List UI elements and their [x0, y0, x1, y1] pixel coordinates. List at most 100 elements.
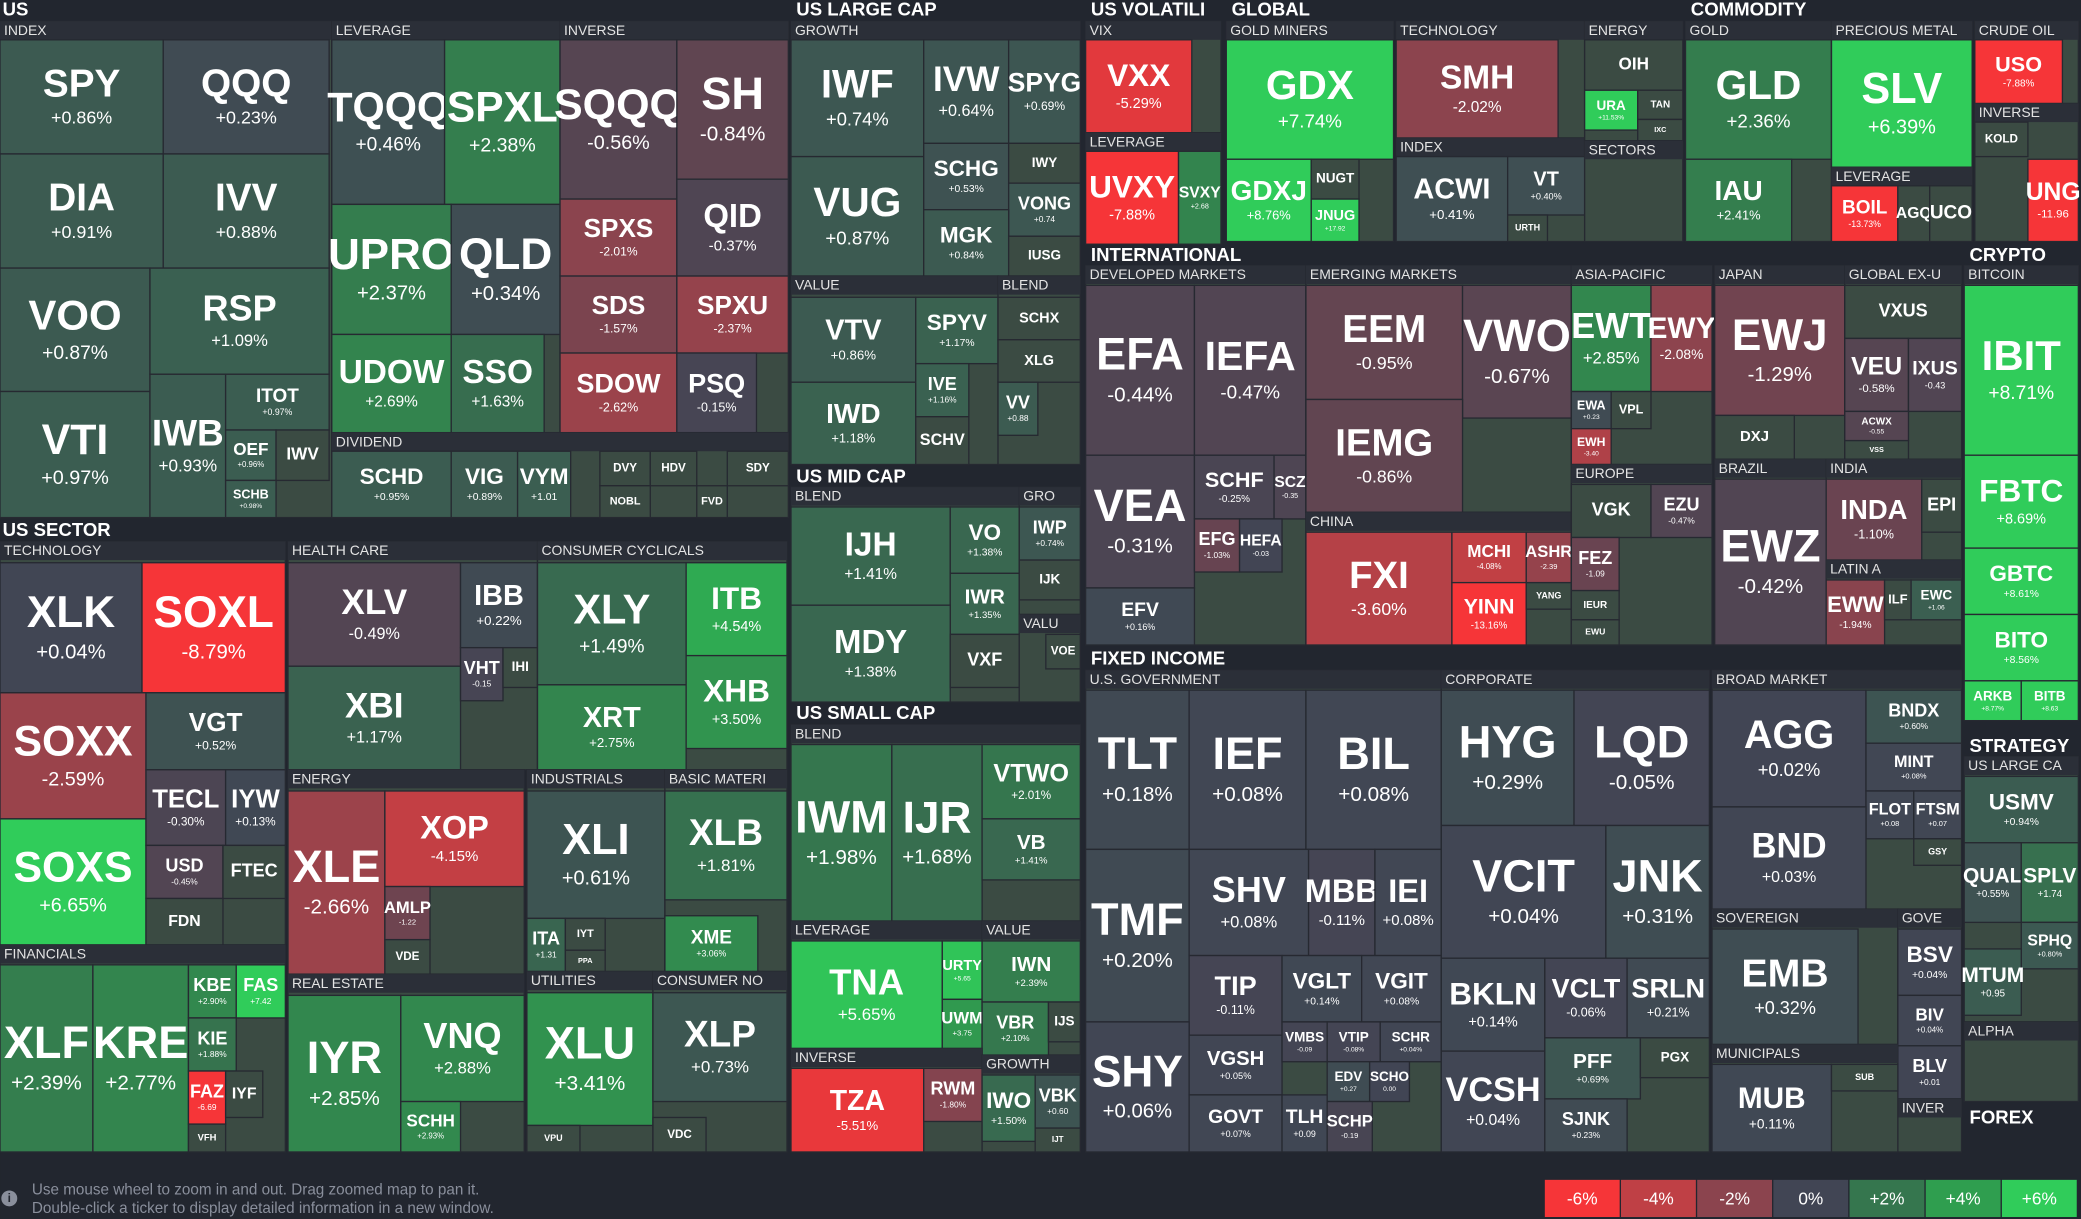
ticker-tile[interactable] — [149, 373, 227, 519]
ticker-tile[interactable] — [1544, 1098, 1628, 1153]
ticker-tile[interactable] — [1711, 1063, 1833, 1153]
ticker-tile[interactable] — [331, 450, 452, 519]
ticker-tile[interactable] — [790, 506, 951, 606]
ticker-tile[interactable] — [1281, 954, 1363, 1023]
ticker-tile[interactable] — [0, 692, 147, 820]
ticker-tile[interactable] — [1921, 478, 1963, 533]
ticker-tile[interactable] — [1084, 454, 1196, 589]
ticker-tile[interactable] — [450, 203, 561, 336]
ticker-tile[interactable] — [790, 39, 925, 158]
ticker-tile[interactable] — [287, 665, 462, 771]
ticker-tile[interactable] — [1830, 39, 1973, 168]
ticker-tile[interactable] — [949, 633, 1020, 689]
ticker-tile[interactable] — [891, 743, 983, 922]
ticker-tile[interactable] — [1865, 689, 1963, 744]
ticker-tile[interactable] — [400, 994, 525, 1103]
ticker-tile[interactable] — [1395, 155, 1509, 243]
ticker-tile[interactable] — [1573, 689, 1711, 827]
ticker-tile[interactable] — [790, 604, 951, 703]
ticker-tile[interactable] — [685, 654, 788, 750]
ticker-tile[interactable] — [1714, 478, 1827, 646]
ticker-tile[interactable] — [1461, 284, 1573, 419]
ticker-tile[interactable] — [790, 1067, 925, 1153]
ticker-tile[interactable] — [1310, 158, 1360, 200]
ticker-tile[interactable] — [1583, 39, 1684, 91]
ticker-tile[interactable] — [1374, 848, 1442, 957]
ticker-tile[interactable] — [275, 429, 330, 482]
ticker-tile[interactable] — [1639, 1037, 1711, 1079]
ticker-tile[interactable] — [1897, 994, 1963, 1047]
ticker-tile[interactable] — [923, 1067, 983, 1123]
ticker-tile[interactable] — [1525, 581, 1573, 610]
ticker-tile[interactable] — [0, 964, 94, 1153]
ticker-tile[interactable] — [331, 39, 446, 206]
ticker-tile[interactable] — [1018, 506, 1081, 561]
ticker-tile[interactable] — [915, 362, 970, 418]
ticker-tile[interactable] — [92, 964, 190, 1153]
ticker-tile[interactable] — [1610, 390, 1652, 430]
ticker-tile[interactable] — [915, 296, 999, 365]
ticker-tile[interactable] — [1544, 1037, 1642, 1100]
ticker-tile[interactable] — [1570, 390, 1612, 430]
ticker-tile[interactable] — [400, 1100, 462, 1153]
ticker-tile[interactable] — [1084, 689, 1190, 851]
ticker-tile[interactable] — [187, 1123, 227, 1153]
ticker-tile[interactable] — [923, 142, 1010, 211]
ticker-tile[interactable] — [1188, 848, 1310, 957]
ticker-tile[interactable] — [559, 39, 678, 200]
ticker-tile[interactable] — [997, 339, 1081, 383]
ticker-tile[interactable] — [1714, 414, 1795, 460]
ticker-tile[interactable] — [2027, 158, 2080, 243]
ticker-tile[interactable] — [187, 1017, 237, 1072]
ticker-tile[interactable] — [1177, 150, 1222, 245]
ticker-tile[interactable] — [1913, 838, 1963, 866]
ticker-tile[interactable] — [1963, 775, 2080, 844]
ticker-tile[interactable] — [526, 1124, 581, 1153]
ticker-tile[interactable] — [1084, 39, 1193, 134]
ticker-tile[interactable] — [1844, 410, 1910, 442]
ticker-tile[interactable] — [1963, 948, 2022, 1016]
ticker-tile[interactable] — [790, 296, 917, 383]
ticker-tile[interactable] — [141, 562, 287, 694]
ticker-tile[interactable] — [1830, 1063, 1899, 1092]
ticker-tile[interactable] — [685, 562, 788, 657]
ticker-tile[interactable] — [1963, 613, 2080, 682]
ticker-tile[interactable] — [1034, 1074, 1081, 1129]
ticker-tile[interactable] — [1929, 185, 1973, 243]
ticker-tile[interactable] — [536, 684, 687, 771]
ticker-tile[interactable] — [331, 203, 452, 336]
ticker-tile[interactable] — [1326, 1021, 1381, 1063]
ticker-tile[interactable] — [1711, 928, 1859, 1046]
ticker-tile[interactable] — [1305, 689, 1442, 851]
ticker-tile[interactable] — [1047, 1001, 1081, 1043]
ticker-tile[interactable] — [1711, 806, 1867, 910]
ticker-tile[interactable] — [1188, 689, 1307, 851]
ticker-tile[interactable] — [1907, 337, 1963, 413]
ticker-tile[interactable] — [652, 992, 788, 1103]
ticker-tile[interactable] — [1650, 483, 1713, 539]
ticker-tile[interactable] — [1238, 518, 1283, 573]
ticker-tile[interactable] — [0, 390, 151, 519]
ticker-tile[interactable] — [1368, 1061, 1411, 1103]
ticker-tile[interactable] — [981, 1074, 1036, 1143]
ticker-tile[interactable] — [1188, 954, 1283, 1036]
ticker-tile[interactable] — [1844, 284, 1963, 340]
ticker-tile[interactable] — [559, 275, 678, 354]
ticker-tile[interactable] — [790, 381, 917, 466]
ticker-tile[interactable] — [1570, 428, 1612, 466]
ticker-tile[interactable] — [224, 373, 330, 431]
ticker-tile[interactable] — [1395, 39, 1559, 139]
ticker-tile[interactable] — [1825, 478, 1923, 561]
ticker-tile[interactable] — [1883, 579, 1912, 621]
ticker-tile[interactable] — [1913, 790, 1963, 840]
ticker-tile[interactable] — [0, 39, 164, 155]
ticker-tile[interactable] — [1084, 1021, 1190, 1153]
ticker-tile[interactable] — [1188, 1034, 1283, 1096]
ticker-tile[interactable] — [384, 790, 525, 888]
ticker-tile[interactable] — [1963, 842, 2022, 924]
ticker-tile[interactable] — [222, 844, 287, 900]
ticker-tile[interactable] — [1193, 518, 1241, 573]
ticker-tile[interactable] — [1007, 235, 1081, 277]
ticker-tile[interactable] — [1084, 284, 1196, 456]
ticker-tile[interactable] — [1570, 589, 1620, 621]
